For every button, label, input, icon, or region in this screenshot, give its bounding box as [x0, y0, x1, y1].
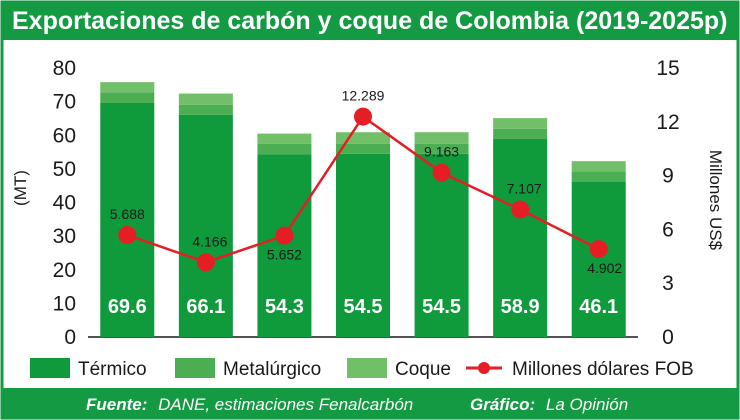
y-tick-label: 10	[53, 292, 76, 315]
bars-group	[100, 82, 626, 338]
line-point-label: 7.107	[507, 181, 542, 197]
bar-coque	[178, 93, 233, 105]
bar-coque	[414, 132, 469, 144]
legend-label-coque: Coque	[395, 359, 451, 380]
footer-bar	[2, 388, 738, 418]
legend-label-line: Millones dólares FOB	[512, 359, 694, 380]
bar-metalurgico	[571, 171, 626, 182]
y2-tick-label: 12	[656, 111, 679, 134]
line-point	[275, 226, 294, 245]
legend-swatch-coque	[347, 358, 387, 378]
bar-termico	[414, 153, 469, 337]
bar-termico	[336, 153, 390, 337]
bar-labels-group: 69.6 66.1 54.3 54.5 54.5 58.9 46.1	[108, 296, 618, 318]
bar-termico	[100, 102, 155, 337]
bar-value-label: 54.5	[422, 296, 461, 318]
legend: Térmico Metalúrgico Coque Millones dólar…	[30, 358, 694, 380]
y2-axis-title: Millones US$	[706, 150, 725, 251]
bar-metalurgico	[493, 128, 548, 139]
legend-label-metalurgico: Metalúrgico	[223, 359, 321, 380]
y-axis-ticks: 0 10 20 30 40 50 60 70 80	[53, 57, 76, 349]
line-point	[432, 163, 451, 182]
footer-credit: Gráfico: La Opinión	[470, 395, 628, 414]
bar-termico	[571, 181, 626, 337]
y2-tick-label: 0	[662, 326, 674, 349]
bar-coque	[493, 118, 548, 129]
line-point-label: 9.163	[424, 144, 459, 160]
bar-metalurgico	[414, 143, 469, 154]
bar-value-label: 54.3	[265, 296, 304, 318]
bar-metalurgico	[178, 104, 233, 115]
footer-credit-label: Gráfico:	[470, 395, 535, 414]
y-tick-label: 0	[64, 326, 76, 349]
line-point	[354, 107, 372, 126]
y-tick-label: 30	[53, 225, 76, 248]
y2-tick-label: 6	[662, 218, 674, 241]
line-point-label: 4.902	[587, 260, 622, 276]
y-tick-label: 80	[53, 57, 76, 80]
y-tick-label: 20	[53, 259, 76, 282]
bar-termico	[178, 114, 233, 338]
y-tick-label: 40	[53, 192, 76, 215]
bar-value-label: 46.1	[579, 296, 618, 318]
footer-source-text: DANE, estimaciones Fenalcarbón	[158, 395, 413, 414]
footer-source: Fuente: DANE, estimaciones Fenalcarbón	[86, 395, 413, 414]
line-point-label: 5.652	[267, 247, 302, 263]
line-point	[589, 240, 608, 259]
y-tick-label: 50	[53, 158, 76, 181]
bar-metalurgico	[336, 143, 390, 154]
footer-source-label: Fuente:	[86, 395, 147, 414]
line-point	[511, 200, 530, 219]
legend-line-marker	[478, 362, 490, 374]
legend-swatch-termico	[30, 358, 70, 378]
bar-value-label: 54.5	[344, 296, 383, 318]
bar-coque	[100, 82, 155, 93]
bar-value-label: 58.9	[501, 296, 540, 318]
bar-value-label: 69.6	[108, 296, 147, 318]
bar-value-label: 66.1	[186, 296, 225, 318]
chart-title: Exportaciones de carbón y coque de Colom…	[12, 7, 728, 35]
y2-axis-ticks: 0 3 6 9 12 15	[656, 57, 679, 349]
bar-metalurgico	[100, 92, 155, 103]
line-point-label: 12.289	[342, 88, 385, 104]
bar-metalurgico	[257, 143, 312, 155]
bar-coque	[257, 133, 312, 144]
legend-swatch-metalurgico	[175, 358, 215, 378]
y-tick-label: 70	[53, 91, 76, 114]
bar-coque	[571, 161, 626, 172]
y2-tick-label: 15	[656, 57, 679, 80]
y-tick-label: 60	[53, 124, 76, 147]
line-point	[196, 253, 215, 272]
title-bar	[2, 2, 738, 40]
line-point	[118, 225, 137, 244]
y2-tick-label: 3	[662, 272, 674, 295]
y-axis-title: (MT)	[11, 170, 30, 206]
bar-termico	[257, 154, 312, 337]
line-series-group: 5.688 4.166 5.652 12.289 9.163 7.107 4.902	[110, 88, 623, 276]
bar-coque	[336, 132, 390, 144]
footer-credit-text: La Opinión	[546, 395, 628, 414]
bar-termico	[493, 138, 548, 337]
legend-label-termico: Térmico	[78, 359, 147, 380]
line-point-label: 5.688	[110, 206, 145, 222]
line-point-label: 4.166	[192, 233, 227, 249]
y2-tick-label: 9	[662, 165, 674, 188]
